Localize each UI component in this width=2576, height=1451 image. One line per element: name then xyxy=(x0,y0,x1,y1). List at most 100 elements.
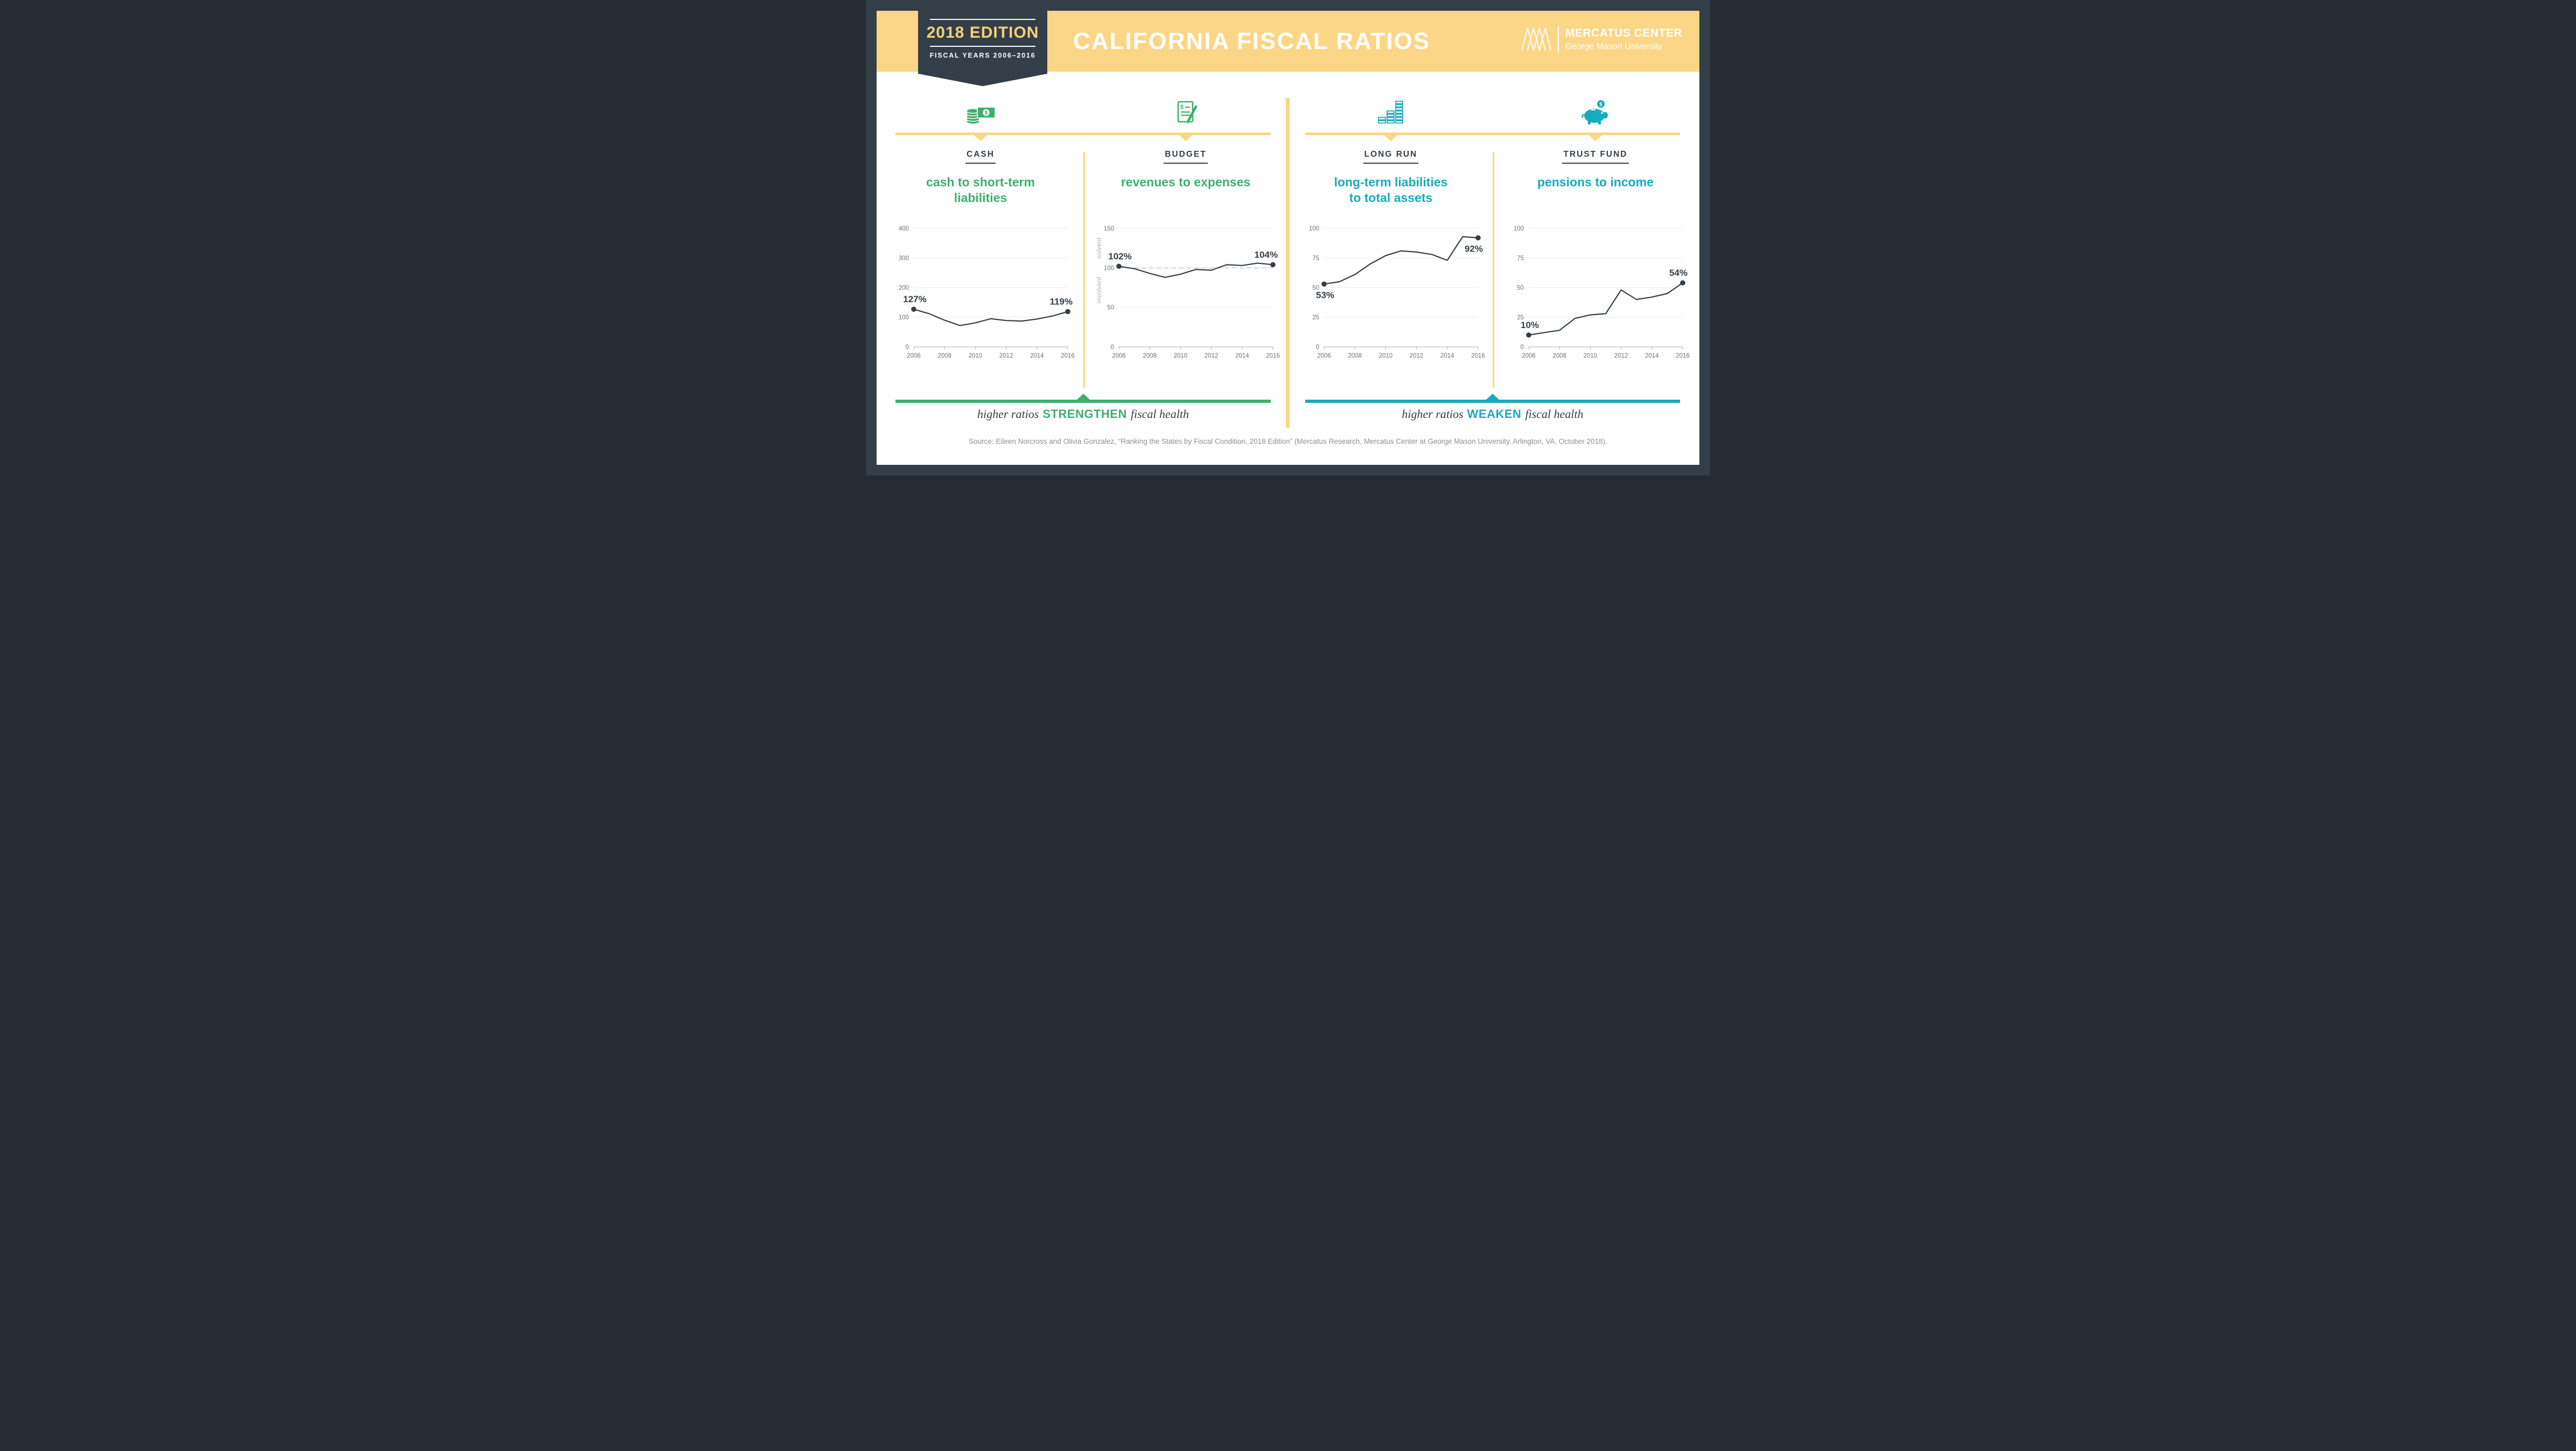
weaken-suffix: fiscal health xyxy=(1525,407,1584,421)
y-tick-label: 150 xyxy=(1104,226,1114,232)
y-tick-label: 400 xyxy=(899,226,909,232)
weaken-arrow-icon xyxy=(1486,394,1499,400)
y-tick-label: 75 xyxy=(1517,255,1524,262)
cash-budget-divider xyxy=(1083,152,1085,388)
x-tick-label: 2016 xyxy=(1676,353,1690,359)
x-tick-label: 2010 xyxy=(969,353,983,359)
section-trust-fund: $ TRUST FUND pensions to income 0 25 50 75 1… xyxy=(1499,97,1692,369)
data-point xyxy=(1475,235,1481,241)
value-label: 92% xyxy=(1465,244,1483,254)
chart-title-long-run: long-term liabilities to total assets xyxy=(1334,175,1448,205)
svg-text:$: $ xyxy=(1180,104,1184,110)
y-tick-label: 0 xyxy=(1521,344,1524,351)
y-tick-label: 100 xyxy=(1309,226,1319,232)
trust-fund-line-chart: 0 25 50 75 100 2006 2008 2010 2012 2014 2016 10% 54% xyxy=(1514,226,1690,359)
value-label: 102% xyxy=(1108,251,1131,261)
data-point xyxy=(1526,332,1531,338)
strengthen-bar xyxy=(895,400,1271,403)
x-tick-label: 2010 xyxy=(1584,353,1598,359)
y-tick-label: 100 xyxy=(1514,226,1524,232)
svg-text:$: $ xyxy=(1599,102,1602,108)
chart-title-budget: revenues to expenses xyxy=(1121,175,1251,189)
insolvent-zone-label: insolvent xyxy=(1096,276,1103,303)
y-tick-label: 25 xyxy=(1312,315,1319,321)
x-tick-label: 2016 xyxy=(1266,353,1280,359)
logo-subtitle: George Mason University xyxy=(1565,42,1663,51)
svg-text:$: $ xyxy=(985,110,988,116)
y-tick-label: 100 xyxy=(1104,265,1114,271)
chart-title-cash: cash to short-term liabilities xyxy=(926,175,1035,205)
trend-line xyxy=(1118,262,1274,278)
center-divider xyxy=(1286,98,1290,428)
trend-line xyxy=(1323,236,1479,285)
value-label: 119% xyxy=(1049,297,1073,307)
x-tick-label: 2006 xyxy=(1112,353,1126,359)
x-tick-label: 2012 xyxy=(999,353,1013,359)
data-point xyxy=(1065,309,1070,315)
content-panel: CALIFORNIA FISCAL RATIOS 2018 EDITION FI… xyxy=(877,11,1699,465)
data-point xyxy=(1680,280,1685,285)
mercatus-logo-mark-icon xyxy=(1521,27,1551,51)
x-tick-label: 2006 xyxy=(907,353,921,359)
weaken-caption: higher ratios WEAKEN fiscal health xyxy=(1305,407,1680,421)
x-tick-label: 2014 xyxy=(1440,353,1454,359)
longrun-pointer-icon xyxy=(1384,135,1397,141)
y-tick-label: 75 xyxy=(1312,255,1319,262)
cash-line-chart: 0 100 200 300 400 2006 2008 2010 2012 2014 2016 127… xyxy=(899,226,1075,359)
value-label: 10% xyxy=(1521,320,1539,330)
section-long-run: LONG RUN long-term liabilities to total … xyxy=(1294,97,1488,369)
page-title: CALIFORNIA FISCAL RATIOS xyxy=(1073,28,1431,54)
stacked-money-bars-icon xyxy=(1378,101,1403,124)
edition-badge: 2018 EDITION FISCAL YEARS 2006–2016 xyxy=(918,11,1047,86)
edition-title: 2018 EDITION xyxy=(926,24,1039,41)
value-label: 104% xyxy=(1255,249,1278,260)
x-tick-label: 2016 xyxy=(1061,353,1075,359)
budget-pointer-icon xyxy=(1179,135,1192,141)
y-tick-label: 25 xyxy=(1517,315,1524,321)
weaken-bar xyxy=(1305,400,1680,403)
section-label-long-run: LONG RUN xyxy=(1363,150,1419,164)
data-point xyxy=(1116,263,1122,269)
fiscal-years-label: FISCAL YEARS 2006–2016 xyxy=(929,52,1036,59)
x-tick-label: 2006 xyxy=(1522,353,1536,359)
badge-rule-top xyxy=(930,19,1035,20)
y-tick-label: 200 xyxy=(899,285,909,291)
x-tick-label: 2014 xyxy=(1235,353,1249,359)
x-tick-label: 2014 xyxy=(1645,353,1659,359)
mercatus-logo: MERCATUS CENTER George Mason University xyxy=(1521,26,1682,53)
x-tick-label: 2006 xyxy=(1317,353,1331,359)
strengthen-prefix: higher ratios xyxy=(977,407,1039,421)
value-label: 54% xyxy=(1669,268,1688,278)
y-tick-label: 300 xyxy=(899,255,909,262)
source-citation: Source: Eileen Norcross and Olivia Gonza… xyxy=(969,437,1607,445)
budget-line-chart: 0 50 100 150 2006 2008 2010 2012 2014 2016 solvent… xyxy=(1096,226,1280,359)
infographic-frame: CALIFORNIA FISCAL RATIOS 2018 EDITION FI… xyxy=(866,0,1710,476)
value-label: 53% xyxy=(1316,290,1334,300)
trend-line xyxy=(913,309,1069,326)
y-tick-label: 0 xyxy=(1111,344,1114,351)
data-point xyxy=(911,306,916,312)
piggy-bank-icon: $ xyxy=(1581,100,1608,124)
x-tick-label: 2010 xyxy=(1174,353,1188,359)
value-label: 127% xyxy=(903,294,926,304)
x-tick-label: 2012 xyxy=(1205,353,1219,359)
x-tick-label: 2008 xyxy=(1552,353,1566,359)
logo-name: MERCATUS CENTER xyxy=(1565,27,1682,39)
solvent-zone-label: solvent xyxy=(1096,237,1103,259)
x-tick-label: 2010 xyxy=(1379,353,1393,359)
x-tick-label: 2012 xyxy=(1614,353,1628,359)
long-run-line-chart: 0 25 50 75 100 2006 2008 2010 2012 2014 2016 53% 92% xyxy=(1309,226,1485,359)
document-and-pencil-icon: $ xyxy=(1177,101,1198,124)
x-tick-label: 2014 xyxy=(1030,353,1044,359)
longrun-trustfund-divider xyxy=(1493,152,1494,388)
strengthen-keyword: STRENGTHEN xyxy=(1042,407,1127,421)
x-tick-label: 2008 xyxy=(1143,353,1157,359)
cash-pointer-icon xyxy=(974,135,987,141)
strengthen-caption: higher ratios STRENGTHEN fiscal health xyxy=(895,407,1271,421)
strengthen-arrow-icon xyxy=(1077,394,1090,400)
data-point xyxy=(1270,262,1276,268)
x-tick-label: 2008 xyxy=(937,353,951,359)
y-tick-label: 100 xyxy=(899,315,909,321)
weaken-prefix: higher ratios xyxy=(1402,407,1464,421)
section-label-cash: CASH xyxy=(965,150,996,164)
